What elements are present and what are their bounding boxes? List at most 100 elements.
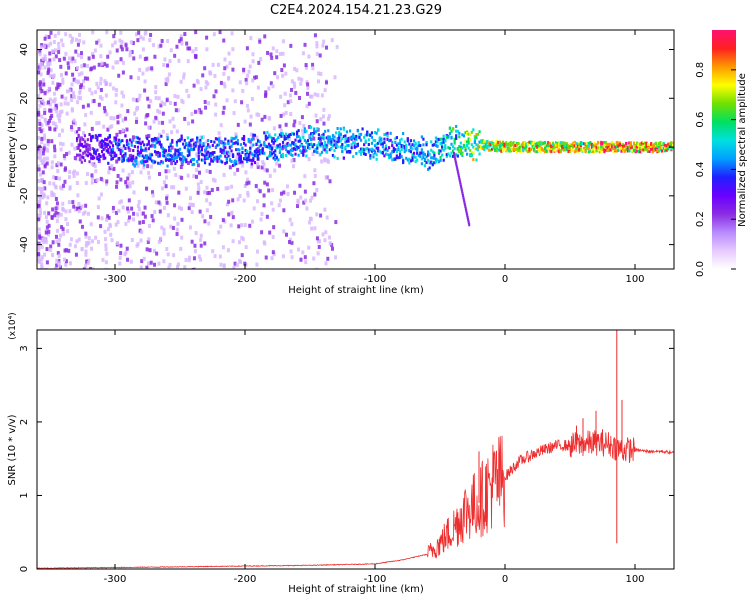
heatmap-noise-cell bbox=[152, 248, 156, 253]
heatmap-ridge-cell bbox=[397, 156, 400, 160]
heatmap-ridge-cell bbox=[333, 155, 336, 159]
heatmap-noise-cell bbox=[71, 56, 75, 61]
heatmap-ridge-cell bbox=[238, 148, 241, 152]
heatmap-noise-cell bbox=[175, 44, 179, 49]
heatmap-ridge-cell bbox=[136, 145, 140, 149]
heatmap-noise-cell bbox=[199, 110, 203, 115]
heatmap-ridge-cell bbox=[211, 151, 214, 155]
heatmap-ridge-cell bbox=[352, 141, 355, 145]
heatmap-ridge-cell bbox=[352, 155, 355, 159]
heatmap-ridge-cell bbox=[370, 131, 374, 135]
heatmap-noise-cell bbox=[165, 194, 169, 199]
heatmap-ridge-cell bbox=[511, 147, 514, 151]
heatmap-ridge-cell bbox=[550, 149, 553, 153]
heatmap-tail-cell bbox=[453, 155, 456, 159]
y-tick-label: 0 bbox=[19, 566, 30, 572]
heatmap-ridge-cell bbox=[547, 141, 550, 145]
heatmap-noise-cell bbox=[149, 32, 153, 37]
heatmap-noise-cell bbox=[53, 106, 57, 111]
heatmap-noise-cell bbox=[58, 58, 62, 63]
heatmap-noise-cell bbox=[306, 86, 310, 91]
heatmap-noise-cell bbox=[54, 234, 58, 239]
heatmap-ridge-cell bbox=[534, 142, 537, 146]
heatmap-noise-cell bbox=[84, 252, 88, 257]
heatmap-ridge-cell bbox=[416, 148, 419, 152]
heatmap-ridge-cell bbox=[625, 141, 628, 145]
heatmap-ridge-cell bbox=[191, 163, 194, 167]
heatmap-ridge-cell bbox=[227, 150, 230, 154]
heatmap-ridge-cell bbox=[490, 147, 494, 151]
heatmap-noise-cell bbox=[240, 100, 244, 105]
heatmap-noise-cell bbox=[278, 124, 282, 129]
heatmap-ridge-cell bbox=[486, 146, 489, 150]
heatmap-ridge-cell bbox=[196, 139, 199, 143]
heatmap-noise-cell bbox=[219, 123, 223, 128]
heatmap-ridge-cell bbox=[430, 140, 433, 144]
heatmap-noise-cell bbox=[126, 109, 130, 114]
y-tick-label: -20 bbox=[19, 188, 30, 204]
heatmap-ridge-cell bbox=[522, 146, 525, 150]
heatmap-ridge-cell bbox=[451, 154, 455, 158]
x-tick-label: 100 bbox=[625, 274, 644, 285]
heatmap-noise-cell bbox=[54, 54, 58, 59]
heatmap-ridge-cell bbox=[189, 159, 193, 163]
heatmap-ridge-cell bbox=[186, 149, 189, 153]
heatmap-noise-cell bbox=[151, 218, 155, 223]
heatmap-noise-cell bbox=[147, 66, 151, 71]
heatmap-noise-cell bbox=[230, 211, 234, 216]
heatmap-ridge-cell bbox=[590, 143, 593, 147]
heatmap-noise-cell bbox=[112, 116, 116, 121]
heatmap-ridge-cell bbox=[442, 148, 445, 152]
heatmap-ridge-cell bbox=[459, 141, 462, 145]
heatmap-noise-cell bbox=[53, 213, 57, 218]
heatmap-ridge-cell bbox=[178, 139, 182, 143]
heatmap-ridge-cell bbox=[283, 137, 286, 141]
heatmap-tail-cell bbox=[463, 203, 466, 207]
heatmap-ridge-cell bbox=[278, 143, 281, 147]
heatmap-ridge-cell bbox=[138, 141, 141, 145]
heatmap-noise-cell bbox=[138, 93, 142, 98]
heatmap-ridge-cell bbox=[583, 146, 586, 150]
heatmap-ridge-cell bbox=[366, 146, 369, 150]
heatmap-tail-cell bbox=[463, 201, 466, 205]
heatmap-ridge-cell bbox=[517, 142, 520, 146]
heatmap-ridge-cell bbox=[292, 141, 296, 145]
heatmap-ridge-cell bbox=[150, 153, 154, 157]
heatmap-ridge-cell bbox=[233, 136, 236, 140]
heatmap-ridge-cell bbox=[607, 142, 611, 146]
heatmap-noise-cell bbox=[106, 54, 110, 59]
heatmap-noise-cell bbox=[292, 123, 296, 128]
snr-y-label: SNR (10 * v/v) bbox=[7, 414, 18, 485]
heatmap-noise-cell bbox=[39, 189, 43, 194]
heatmap-ridge-cell bbox=[200, 158, 203, 162]
heatmap-ridge-cell bbox=[612, 149, 615, 153]
heatmap-ridge-cell bbox=[299, 139, 302, 143]
heatmap-ridge-cell bbox=[349, 136, 352, 140]
heatmap-noise-cell bbox=[56, 211, 60, 216]
heatmap-noise-cell bbox=[279, 128, 283, 133]
heatmap-ridge-cell bbox=[522, 148, 525, 152]
heatmap-noise-cell bbox=[169, 48, 173, 53]
heatmap-ridge-cell bbox=[579, 144, 583, 148]
heatmap-ridge-cell bbox=[303, 149, 306, 153]
heatmap-ridge-cell bbox=[364, 152, 367, 156]
heatmap-ridge-cell bbox=[319, 143, 322, 147]
heatmap-noise-cell bbox=[41, 98, 45, 103]
heatmap-ridge-cell bbox=[90, 156, 93, 160]
heatmap-ridge-cell bbox=[547, 147, 550, 151]
heatmap-noise-cell bbox=[195, 78, 199, 83]
heatmap-noise-cell bbox=[84, 113, 88, 118]
heatmap-noise-cell bbox=[39, 45, 43, 50]
heatmap-ridge-cell bbox=[450, 142, 453, 146]
heatmap-ridge-cell bbox=[189, 147, 193, 151]
heatmap-tail-cell bbox=[464, 206, 467, 210]
heatmap-ridge-cell bbox=[97, 153, 101, 157]
heatmap-ridge-cell bbox=[444, 146, 447, 150]
heatmap-noise-cell bbox=[37, 203, 41, 208]
heatmap-ridge-cell bbox=[597, 145, 600, 149]
heatmap-ridge-cell bbox=[637, 149, 640, 153]
heatmap-noise-cell bbox=[76, 42, 80, 47]
heatmap-ridge-cell bbox=[466, 140, 469, 144]
heatmap-ridge-cell bbox=[559, 149, 562, 153]
heatmap-noise-cell bbox=[157, 44, 161, 49]
